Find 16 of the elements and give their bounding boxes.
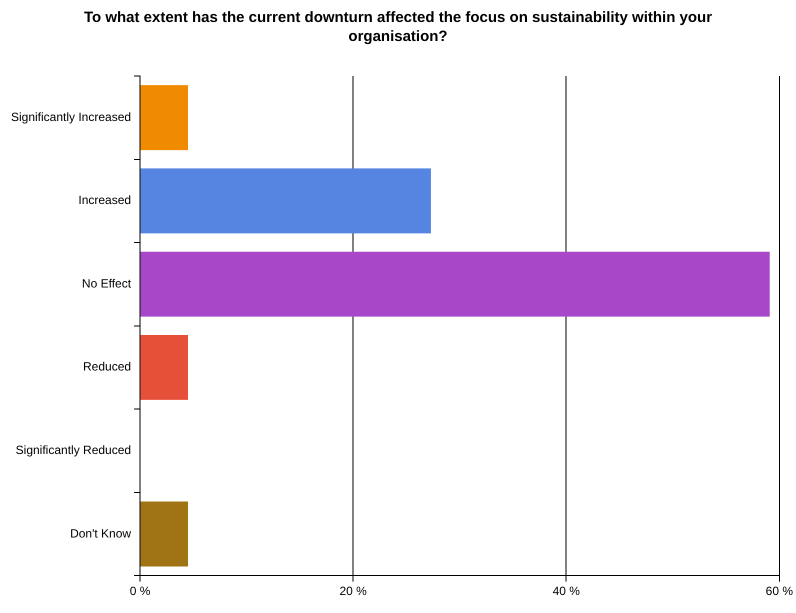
y-tick-label: No Effect [82, 276, 132, 290]
x-tick-label: 0 % [130, 584, 151, 598]
y-tick-label: Significantly Reduced [16, 443, 132, 458]
bar [140, 252, 770, 317]
x-tick-label: 40 % [552, 584, 580, 598]
bar [140, 501, 188, 566]
bar [140, 85, 188, 150]
chart-title: To what extent has the current downturn affected the focus on sustainability within your organisation? [82, 8, 714, 46]
y-tick-label: Don't Know [70, 526, 132, 540]
y-tick-label: Reduced [83, 360, 132, 374]
x-tick-label: 20 % [339, 584, 368, 598]
y-tick-label: Significantly Increased [10, 110, 132, 124]
bar [140, 334, 188, 400]
bar [140, 168, 431, 234]
y-tick-label: Increased [78, 193, 132, 208]
x-tick-label: 60 % [766, 584, 794, 598]
